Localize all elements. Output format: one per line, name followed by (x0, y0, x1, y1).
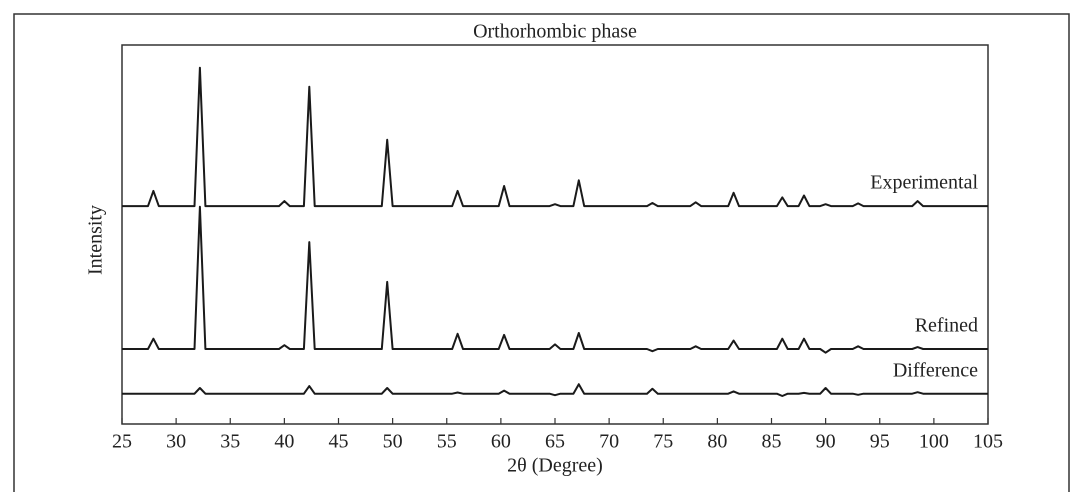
x-tick-label: 55 (437, 431, 457, 453)
series-line (122, 66, 988, 208)
x-tick-label: 65 (545, 431, 565, 453)
x-tick-label: 85 (762, 431, 782, 453)
x-tick-label: 25 (112, 431, 132, 453)
series-line (122, 205, 988, 354)
x-tick-label: 45 (329, 431, 349, 453)
x-tick-label: 35 (220, 431, 240, 453)
x-tick-label: 95 (870, 431, 890, 453)
x-tick-label: 100 (919, 431, 949, 453)
x-tick-label: 50 (383, 431, 403, 453)
series-line (122, 383, 988, 397)
chart-title: Orthorhombic phase (473, 21, 637, 43)
series-label: Experimental (870, 172, 978, 194)
series-label: Refined (915, 315, 978, 337)
x-axis-label: 2θ (Degree) (507, 455, 603, 477)
y-axis-label: Intensity (85, 205, 107, 275)
frame (13, 13, 1070, 492)
x-tick-label: 60 (491, 431, 511, 453)
x-tick-label: 105 (973, 431, 1003, 453)
x-tick-label: 40 (274, 431, 294, 453)
x-tick-label: 90 (816, 431, 836, 453)
plot-area (121, 44, 989, 425)
x-tick-label: 80 (707, 431, 727, 453)
x-tick-label: 75 (653, 431, 673, 453)
x-tick-label: 70 (599, 431, 619, 453)
x-tick-label: 30 (166, 431, 186, 453)
series-label: Difference (893, 359, 978, 381)
